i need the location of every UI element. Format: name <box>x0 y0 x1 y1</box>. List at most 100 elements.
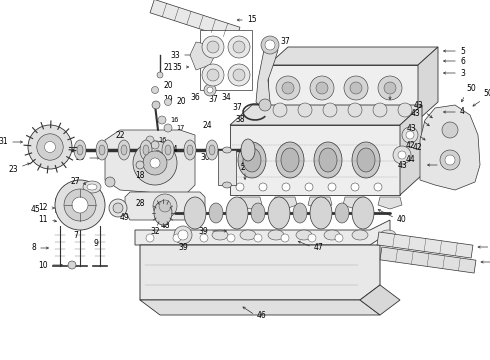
Text: 16: 16 <box>158 137 167 143</box>
Circle shape <box>159 200 171 212</box>
Text: 31: 31 <box>0 138 8 147</box>
Text: 19: 19 <box>163 95 172 104</box>
Text: 41: 41 <box>240 160 250 169</box>
Circle shape <box>150 158 160 168</box>
Polygon shape <box>343 197 367 209</box>
Circle shape <box>384 82 396 94</box>
Ellipse shape <box>162 140 174 160</box>
Ellipse shape <box>206 140 218 160</box>
Polygon shape <box>308 197 332 209</box>
Ellipse shape <box>121 145 127 155</box>
Text: 49: 49 <box>120 212 130 221</box>
Text: 35: 35 <box>172 63 182 72</box>
Polygon shape <box>230 125 400 195</box>
Circle shape <box>259 99 271 111</box>
Circle shape <box>228 36 250 58</box>
Ellipse shape <box>96 140 108 160</box>
Text: 18: 18 <box>135 171 145 180</box>
Circle shape <box>204 84 216 96</box>
Polygon shape <box>190 42 215 70</box>
Circle shape <box>207 69 219 81</box>
Circle shape <box>164 124 172 132</box>
Circle shape <box>158 116 166 124</box>
Circle shape <box>442 122 458 138</box>
Text: 50: 50 <box>483 89 490 98</box>
Ellipse shape <box>293 203 307 223</box>
Text: 33: 33 <box>170 50 180 59</box>
Text: 7: 7 <box>73 231 78 240</box>
Ellipse shape <box>251 203 265 223</box>
Circle shape <box>233 69 245 81</box>
Circle shape <box>393 146 411 164</box>
Circle shape <box>64 189 96 221</box>
Polygon shape <box>238 197 262 209</box>
Text: 12: 12 <box>39 203 48 212</box>
Text: 9: 9 <box>93 238 98 248</box>
Circle shape <box>202 64 224 86</box>
Text: 37: 37 <box>280 37 290 46</box>
Text: 30: 30 <box>200 153 210 162</box>
Circle shape <box>151 86 158 94</box>
Ellipse shape <box>380 230 396 240</box>
Polygon shape <box>135 220 390 245</box>
Ellipse shape <box>77 145 83 155</box>
Text: 45: 45 <box>30 206 40 215</box>
Text: 21: 21 <box>163 63 172 72</box>
Circle shape <box>378 76 402 100</box>
Polygon shape <box>230 105 422 125</box>
Text: 44: 44 <box>442 161 452 170</box>
Text: 15: 15 <box>247 15 257 24</box>
Ellipse shape <box>222 182 231 188</box>
Ellipse shape <box>87 184 97 190</box>
Polygon shape <box>418 47 438 120</box>
Circle shape <box>146 136 154 144</box>
Text: 4: 4 <box>460 108 465 117</box>
Circle shape <box>348 103 362 117</box>
Circle shape <box>200 234 208 242</box>
Text: 42: 42 <box>405 140 415 149</box>
Polygon shape <box>420 105 480 190</box>
Ellipse shape <box>296 230 312 240</box>
Circle shape <box>146 234 154 242</box>
Polygon shape <box>140 245 380 300</box>
Ellipse shape <box>335 203 349 223</box>
Text: 40: 40 <box>397 216 407 225</box>
Polygon shape <box>125 192 205 220</box>
Circle shape <box>254 234 262 242</box>
Text: 14: 14 <box>168 145 178 154</box>
Text: 17: 17 <box>176 125 184 131</box>
Ellipse shape <box>314 142 342 178</box>
Circle shape <box>374 183 382 191</box>
Text: 47: 47 <box>314 243 324 252</box>
Circle shape <box>228 64 250 86</box>
Ellipse shape <box>184 197 206 229</box>
Polygon shape <box>380 247 476 273</box>
Circle shape <box>68 261 76 269</box>
Circle shape <box>308 234 316 242</box>
Text: 39: 39 <box>178 243 188 252</box>
Ellipse shape <box>310 197 332 229</box>
Circle shape <box>440 150 460 170</box>
Text: 32: 32 <box>150 226 160 235</box>
Text: 5: 5 <box>460 46 465 55</box>
Text: 43: 43 <box>410 109 420 118</box>
Circle shape <box>133 141 177 185</box>
Circle shape <box>328 183 336 191</box>
Polygon shape <box>400 105 422 195</box>
Ellipse shape <box>140 140 152 160</box>
Circle shape <box>276 76 300 100</box>
Text: 6: 6 <box>460 57 465 66</box>
Ellipse shape <box>143 145 149 155</box>
Circle shape <box>45 141 55 153</box>
Text: 43: 43 <box>413 101 423 110</box>
Text: 37: 37 <box>208 95 218 104</box>
Ellipse shape <box>352 230 368 240</box>
Bar <box>55 198 73 212</box>
Ellipse shape <box>222 147 231 153</box>
Polygon shape <box>140 300 380 315</box>
Polygon shape <box>377 232 473 258</box>
Circle shape <box>55 180 105 230</box>
Circle shape <box>174 226 192 244</box>
Text: 50: 50 <box>466 84 476 93</box>
Text: 20: 20 <box>163 81 172 90</box>
